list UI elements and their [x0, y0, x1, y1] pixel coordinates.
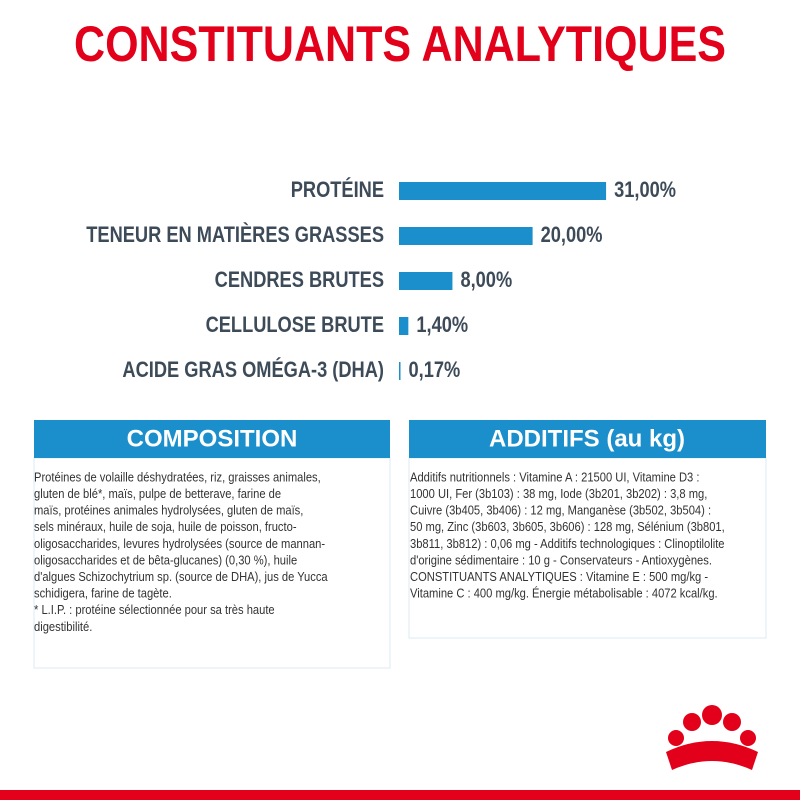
additifs-header — [409, 420, 766, 458]
paragraph-line: sels minéraux, huile de soja, huile de p… — [34, 519, 297, 534]
composition-title: COMPOSITION — [127, 425, 298, 452]
logo — [666, 705, 758, 770]
paragraph-line: d'algues Schizochytrium sp. (source de D… — [34, 569, 328, 584]
paragraph-line: 1000 UI, Fer (3b103) : 38 mg, Iode (3b20… — [410, 486, 707, 501]
paragraph-line: 3b811, 3b812) : 0,06 mg - Additifs techn… — [410, 536, 725, 551]
value-label: 31,00% — [614, 178, 676, 202]
paragraph-line: Protéines de volaille déshydratées, riz,… — [34, 470, 321, 485]
chart-title: CONSTITUANTS ANALYTIQUES — [74, 16, 726, 72]
category-label: ACIDE GRAS OMÉGA-3 (DHA) — [122, 357, 384, 382]
composition-header — [34, 420, 390, 458]
paragraph-line: * L.I.P. : protéine sélectionnée pour sa… — [34, 602, 275, 617]
bar — [399, 227, 533, 245]
paragraph-line: CONSTITUANTS ANALYTIQUES : Vitamine E : … — [410, 569, 708, 584]
paragraph-line: digestibilité. — [34, 619, 92, 634]
paragraph-line: gluten de blé*, maïs, pulpe de betterave… — [34, 486, 281, 501]
bottom-band — [0, 790, 800, 800]
paragraph-line: maïs, protéines animales hydrolysées, gl… — [34, 503, 303, 518]
bar — [399, 182, 607, 200]
bar — [399, 317, 409, 335]
value-label: 8,00% — [460, 268, 512, 292]
bar — [399, 272, 453, 290]
paragraph-line: oligosaccharides, levures hydrolysées (s… — [34, 536, 325, 551]
value-label: 0,17% — [409, 358, 461, 382]
value-label: 1,40% — [416, 313, 468, 337]
value-label: 20,00% — [541, 223, 603, 247]
category-label: PROTÉINE — [291, 177, 384, 202]
paragraph-line: Vitamine C : 400 mg/kg. Énergie métaboli… — [410, 585, 718, 601]
paragraph-line: Additifs nutritionnels : Vitamine A : 21… — [410, 470, 699, 485]
category-label: CENDRES BRUTES — [215, 268, 384, 292]
category-label: CELLULOSE BRUTE — [206, 313, 384, 337]
additifs-title: ADDITIFS (au kg) — [489, 425, 685, 452]
paragraph-line: Cuivre (3b405, 3b406) : 12 mg, Manganèse… — [410, 503, 711, 518]
category-label: TENEUR EN MATIÈRES GRASSES — [86, 222, 384, 247]
paragraph-line: schidigera, farine de tagète. — [34, 586, 172, 601]
paragraph-line: 50 mg, Zinc (3b603, 3b605, 3b606) : 128 … — [410, 519, 725, 534]
paragraph-line: d'origine sédimentaire : 10 g - Conserva… — [410, 553, 712, 568]
paragraph-line: oligosaccharides et de bêta-glucanes) (0… — [34, 553, 297, 568]
bar — [399, 362, 401, 380]
